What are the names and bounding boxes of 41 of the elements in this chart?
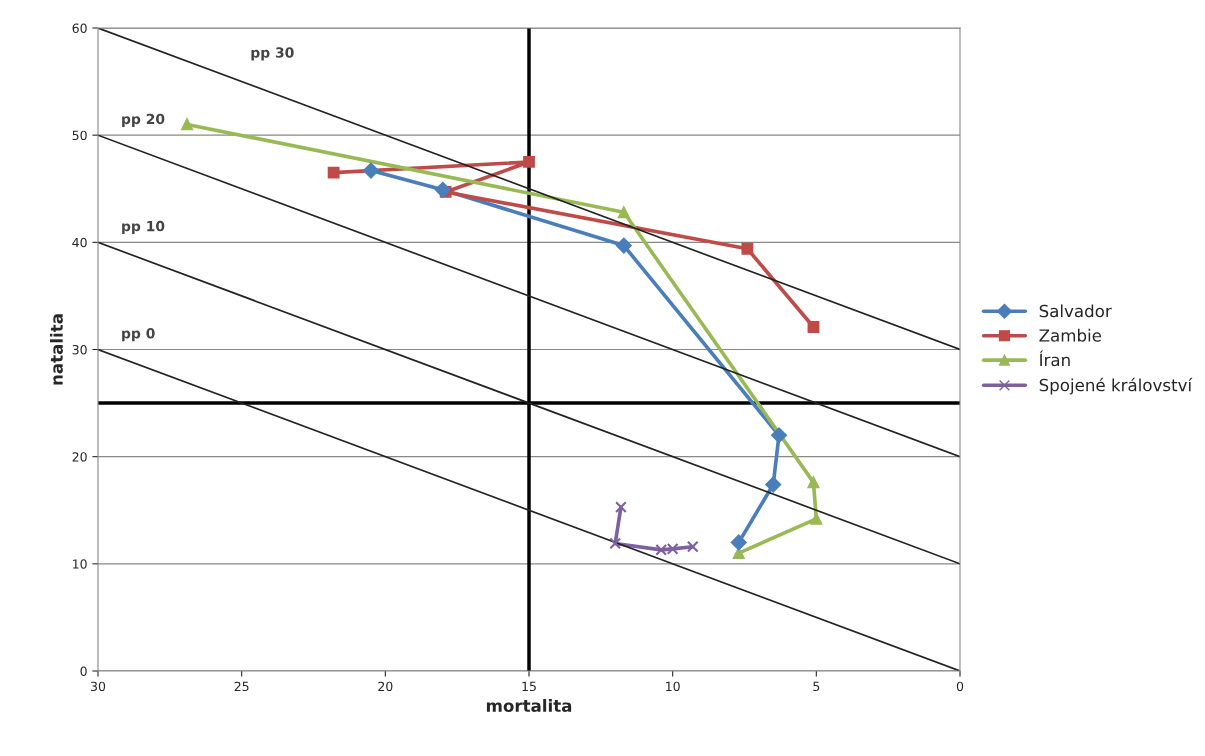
point xyxy=(686,540,699,553)
legend-label: Zambie xyxy=(1039,328,1102,342)
point xyxy=(807,321,820,333)
legend-label: Íran xyxy=(1039,350,1070,367)
point xyxy=(327,166,340,179)
y-tick-label: 50 xyxy=(72,130,87,141)
point xyxy=(730,534,747,551)
legend-label: Salvador xyxy=(1039,304,1112,318)
y-axis-title: natalita xyxy=(49,314,63,385)
series-label: pp 30 xyxy=(251,47,294,61)
series-label: pp 0 xyxy=(122,328,155,342)
x-tick-label: 20 xyxy=(378,681,393,692)
point xyxy=(609,537,622,550)
x-tick-label: 10 xyxy=(666,681,680,692)
x-tick-label: 30 xyxy=(91,681,106,692)
legend-label: Spojené království xyxy=(1039,377,1193,395)
y-tick-label: 0 xyxy=(80,666,87,676)
y-tick-label: 30 xyxy=(72,344,87,355)
point xyxy=(615,501,627,513)
point xyxy=(615,237,632,254)
x-tick-label: 5 xyxy=(813,681,820,692)
point xyxy=(807,476,820,489)
series-label: pp 20 xyxy=(122,113,165,127)
point xyxy=(523,156,535,168)
point xyxy=(741,242,754,255)
y-tick-label: 20 xyxy=(72,452,87,462)
point xyxy=(434,181,451,198)
point xyxy=(181,118,193,131)
point xyxy=(771,427,787,444)
x-tick-label: 15 xyxy=(522,681,536,692)
x-tick-label: 0 xyxy=(956,681,964,692)
point xyxy=(810,512,823,525)
point xyxy=(363,162,379,179)
series-label: pp 10 xyxy=(122,220,165,235)
point xyxy=(765,476,782,493)
y-tick-label: 60 xyxy=(72,23,87,33)
point xyxy=(617,206,630,219)
y-tick-label: 40 xyxy=(72,237,87,248)
y-tick-label: 10 xyxy=(73,559,87,569)
x-tick-label: 25 xyxy=(234,681,249,692)
x-axis-title: mortalita xyxy=(486,699,572,712)
